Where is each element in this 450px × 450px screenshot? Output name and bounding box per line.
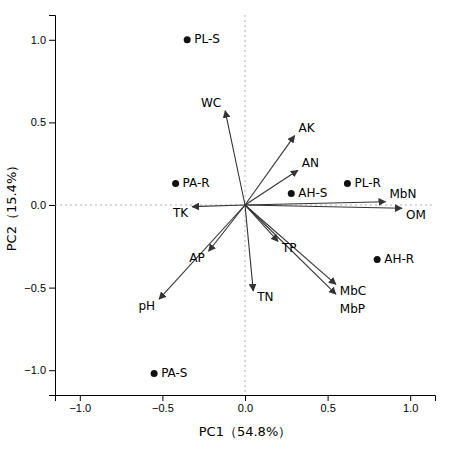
arrow-label: TP [281, 241, 297, 255]
y-tick: 1.0 [31, 34, 55, 46]
x-tick: −0.5 [152, 395, 174, 414]
plot: −1.0 −0.5 0.0 0.5 1.0 −1.0 −0.5 0.0 0.5 1.0 WC AK AN… [24, 15, 435, 414]
sample-point [172, 180, 179, 187]
sample-label: AH-S [298, 186, 327, 200]
arrow-label: pH [138, 299, 155, 313]
loading-arrow [245, 205, 402, 208]
loading-arrow [159, 205, 245, 299]
sample-point [374, 256, 381, 263]
loading-arrow [245, 170, 298, 205]
x-tick-mark [162, 395, 163, 401]
y-tick-mark [49, 370, 55, 371]
y-axis-line [49, 16, 56, 396]
sample-point [344, 180, 351, 187]
y-tick-mark [49, 122, 55, 123]
x-tick-mark [245, 395, 246, 401]
arrow-label: OM [406, 208, 426, 222]
x-axis: −1.0 −0.5 0.0 0.5 1.0 [56, 395, 436, 414]
sample-label: AH-R [384, 252, 414, 266]
x-tick: 0.5 [320, 395, 335, 414]
loading-arrow [192, 205, 245, 207]
x-tick-label: −0.5 [152, 402, 174, 414]
sample-point [151, 370, 158, 377]
y-tick-mark [49, 40, 55, 41]
arrow-label: WC [201, 96, 221, 110]
x-tick-label: 0.0 [238, 402, 253, 414]
arrow-label: AN [302, 156, 319, 170]
x-tick-mark [80, 395, 81, 401]
arrow-label: MbP [340, 302, 365, 316]
x-tick: −1.0 [69, 395, 91, 414]
y-tick-label: −0.5 [24, 282, 46, 294]
sample-label: PA-R [183, 176, 210, 190]
y-tick-mark [49, 205, 55, 206]
marks [55, 15, 435, 395]
arrow-label: MbN [389, 187, 416, 201]
y-axis: −1.0 −0.5 0.0 0.5 1.0 [24, 16, 55, 396]
loading-arrow [245, 205, 336, 294]
y-tick-label: 1.0 [31, 34, 46, 46]
x-tick-mark [410, 395, 411, 401]
x-axis-title: PC1（54.8%） [199, 424, 292, 439]
loading-arrow [245, 202, 385, 205]
y-tick-mark [49, 288, 55, 289]
y-tick-label: −1.0 [24, 364, 46, 376]
x-tick: 1.0 [403, 395, 418, 414]
x-tick-mark [328, 395, 329, 401]
loading-arrow [245, 205, 253, 291]
sample-point [184, 36, 191, 43]
sample-label: PL-R [354, 176, 380, 190]
x-axis-line [56, 396, 436, 402]
y-axis-title: PC2（15.4%） [4, 159, 19, 252]
arrow-label: AK [299, 121, 316, 135]
arrow-label: TN [256, 290, 273, 304]
loading-arrow [245, 205, 336, 284]
y-tick: −0.5 [24, 282, 55, 294]
y-tick: 0.0 [31, 199, 55, 211]
x-tick: 0.0 [238, 395, 253, 414]
arrow-label: AP [189, 251, 204, 265]
x-tick-label: 1.0 [403, 402, 418, 414]
sample-point [288, 190, 295, 197]
y-tick: −1.0 [24, 364, 55, 376]
y-tick-label: 0.5 [31, 116, 46, 128]
x-tick-label: −1.0 [69, 402, 91, 414]
x-tick-label: 0.5 [320, 402, 335, 414]
arrow-label: MbC [340, 284, 366, 298]
chart: −1.0 −0.5 0.0 0.5 1.0 −1.0 −0.5 0.0 0.5 1.0 WC AK AN… [0, 0, 450, 450]
loading-arrow [209, 205, 245, 251]
sample-label: PA-S [161, 366, 187, 380]
arrow-label: TK [172, 206, 189, 220]
loading-arrow [245, 136, 295, 205]
labels: WC AK AN MbN OM TK AP TP TN MbC MbP pH PL-S PA-R PA-S A… [138, 32, 425, 380]
y-tick: 0.5 [31, 116, 55, 128]
loading-arrow [225, 111, 245, 205]
y-tick-label: 0.0 [31, 199, 46, 211]
sample-label: PL-S [194, 32, 220, 46]
